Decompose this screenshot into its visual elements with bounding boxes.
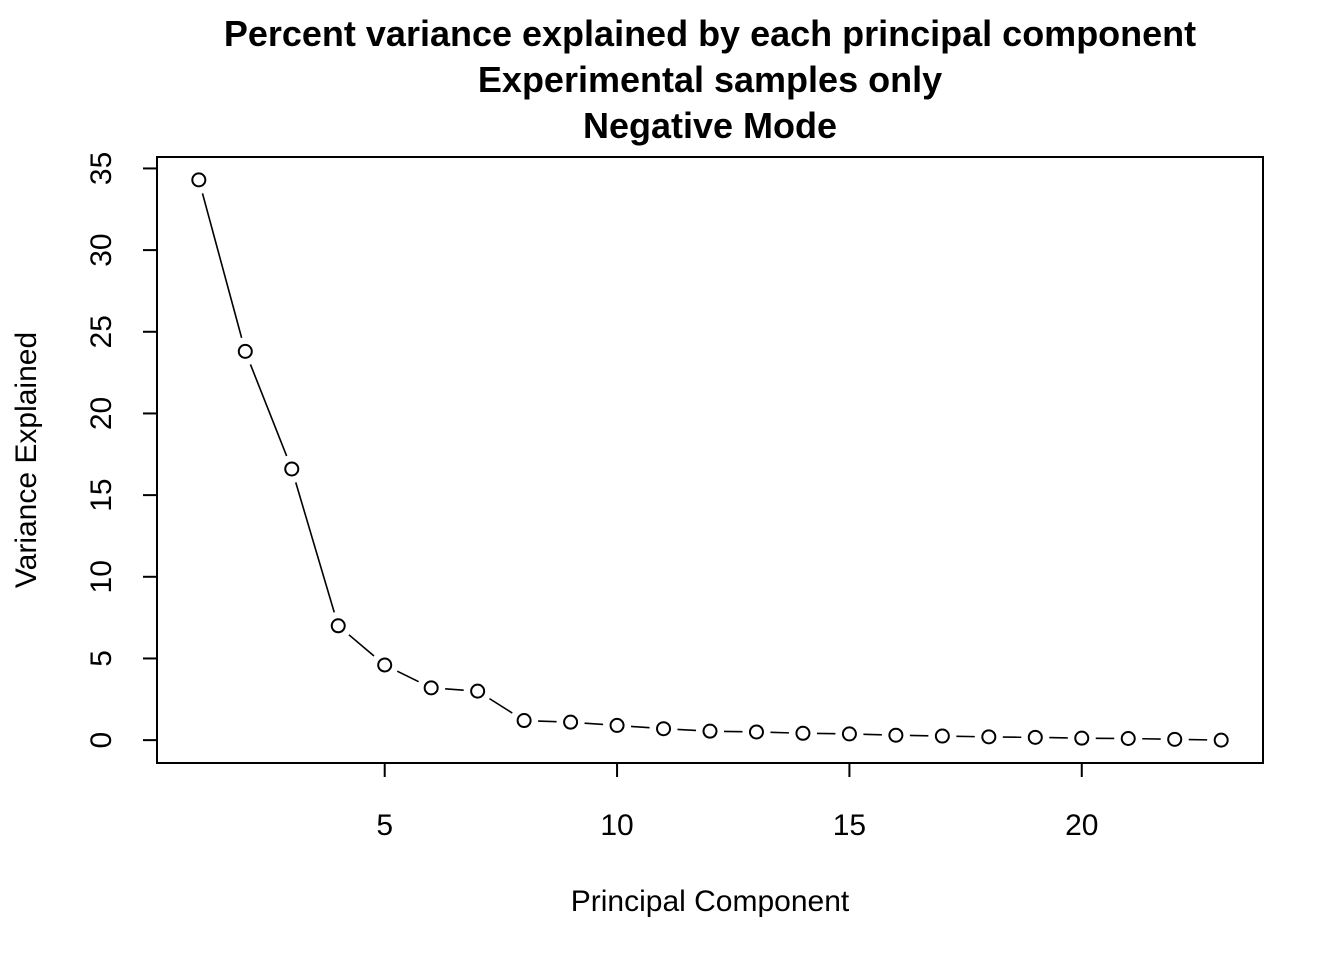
data-point-pc-7 bbox=[470, 683, 486, 699]
data-point-pc-13 bbox=[748, 724, 764, 740]
y-tick-label: 0 bbox=[85, 732, 118, 749]
series-segment bbox=[770, 731, 789, 734]
data-point-pc-11 bbox=[656, 721, 672, 737]
data-point-pc-22 bbox=[1167, 731, 1183, 747]
data-point-pc-10 bbox=[609, 717, 625, 733]
data-point-pc-3 bbox=[284, 461, 300, 477]
data-point-pc-4 bbox=[330, 618, 346, 634]
series-segment bbox=[294, 482, 336, 613]
data-point-pc-8 bbox=[516, 713, 532, 729]
x-axis: 5 10 15 20 bbox=[376, 762, 1098, 842]
data-point-pc-1 bbox=[191, 172, 207, 188]
data-point-pc-9 bbox=[563, 714, 579, 730]
x-axis-label: Principal Component bbox=[571, 885, 850, 918]
data-point-pc-20 bbox=[1074, 730, 1090, 746]
chart-title-line-3: Negative Mode bbox=[583, 105, 837, 146]
y-tick-label: 25 bbox=[85, 315, 118, 348]
series-segment bbox=[489, 697, 513, 714]
data-point-pc-16 bbox=[888, 727, 904, 743]
data-point-pc-21 bbox=[1120, 730, 1136, 746]
y-tick-label: 15 bbox=[85, 478, 118, 511]
series-segment bbox=[249, 364, 288, 457]
series-points bbox=[191, 172, 1229, 748]
x-tick-label: 5 bbox=[376, 809, 393, 842]
plot-frame bbox=[156, 156, 1264, 764]
y-tick-label: 20 bbox=[85, 397, 118, 430]
data-point-pc-5 bbox=[377, 657, 393, 673]
data-point-pc-23 bbox=[1213, 732, 1229, 748]
x-tick-label: 20 bbox=[1065, 809, 1098, 842]
chart-title: Percent variance explained by each princ… bbox=[224, 13, 1196, 146]
series-line bbox=[201, 193, 1208, 741]
data-point-pc-12 bbox=[702, 723, 718, 739]
series-segment bbox=[538, 720, 557, 723]
data-point-pc-2 bbox=[237, 343, 253, 359]
y-tick-label: 10 bbox=[85, 560, 118, 593]
data-point-pc-15 bbox=[841, 726, 857, 742]
data-point-pc-19 bbox=[1027, 729, 1043, 745]
series-segment bbox=[584, 722, 604, 726]
y-tick-label: 5 bbox=[85, 650, 118, 667]
y-axis: 0 5 10 15 20 25 30 35 bbox=[85, 152, 158, 749]
x-tick-label: 10 bbox=[600, 809, 633, 842]
chart-title-line-1: Percent variance explained by each princ… bbox=[224, 13, 1196, 54]
chart-title-line-2: Experimental samples only bbox=[478, 59, 942, 100]
data-point-pc-17 bbox=[934, 728, 950, 744]
y-axis-label: Variance Explained bbox=[10, 332, 43, 588]
series-segment bbox=[630, 725, 650, 729]
data-point-pc-6 bbox=[423, 680, 439, 696]
x-tick-label: 15 bbox=[833, 809, 866, 842]
series-segment bbox=[348, 634, 375, 657]
series-segment bbox=[677, 728, 697, 732]
y-tick-label: 35 bbox=[85, 152, 118, 185]
data-point-pc-18 bbox=[981, 729, 997, 745]
series-segment bbox=[445, 688, 464, 691]
series-segment bbox=[201, 193, 243, 339]
y-tick-label: 30 bbox=[85, 233, 118, 266]
data-point-pc-14 bbox=[795, 725, 811, 741]
series-segment bbox=[396, 670, 419, 683]
series-segment bbox=[863, 733, 882, 736]
